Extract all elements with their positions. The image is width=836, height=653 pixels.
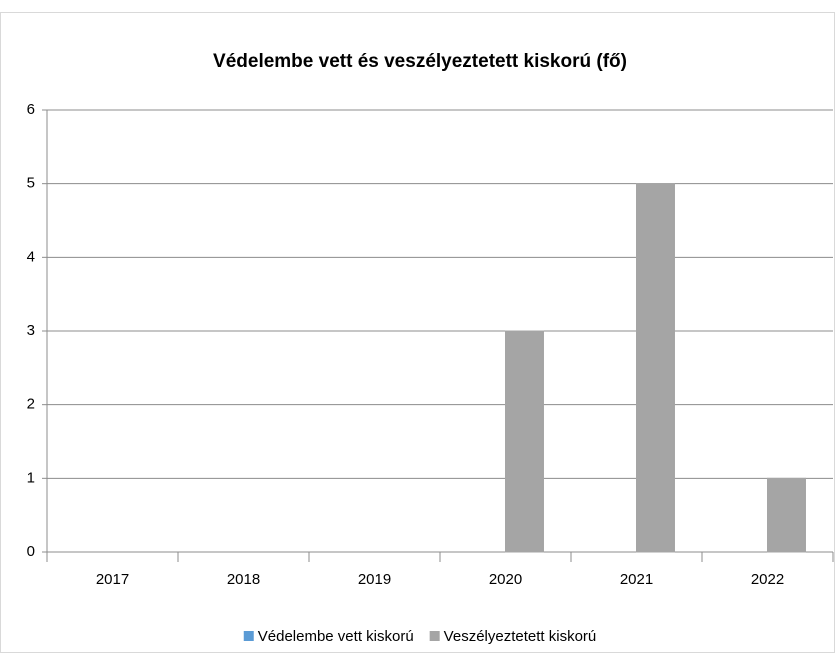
bar <box>636 183 675 553</box>
legend-swatch <box>243 631 254 641</box>
y-tick-label: 4 <box>27 248 35 265</box>
y-tick-label: 5 <box>27 175 35 192</box>
x-tick-label: 2021 <box>620 571 653 588</box>
x-tick-label: 2020 <box>489 571 522 588</box>
legend-label: Veszélyeztetett kiskorú <box>444 628 597 645</box>
y-tick-label: 0 <box>27 543 35 560</box>
y-tick-label: 2 <box>27 396 35 413</box>
x-tick-label: 2017 <box>96 571 129 588</box>
bar <box>505 330 544 553</box>
chart-border <box>0 12 835 653</box>
x-tick-label: 2018 <box>227 571 260 588</box>
y-tick-label: 3 <box>27 322 35 339</box>
legend-label: Védelembe vett kiskorú <box>258 628 414 645</box>
x-tick-label: 2019 <box>358 571 391 588</box>
bar <box>767 477 806 553</box>
chart-title: Védelembe vett és veszélyeztetett kiskor… <box>213 51 627 72</box>
y-tick-label: 6 <box>27 101 35 118</box>
x-tick-label: 2022 <box>751 571 784 588</box>
legend-swatch <box>429 631 440 641</box>
y-tick-label: 1 <box>27 469 35 486</box>
